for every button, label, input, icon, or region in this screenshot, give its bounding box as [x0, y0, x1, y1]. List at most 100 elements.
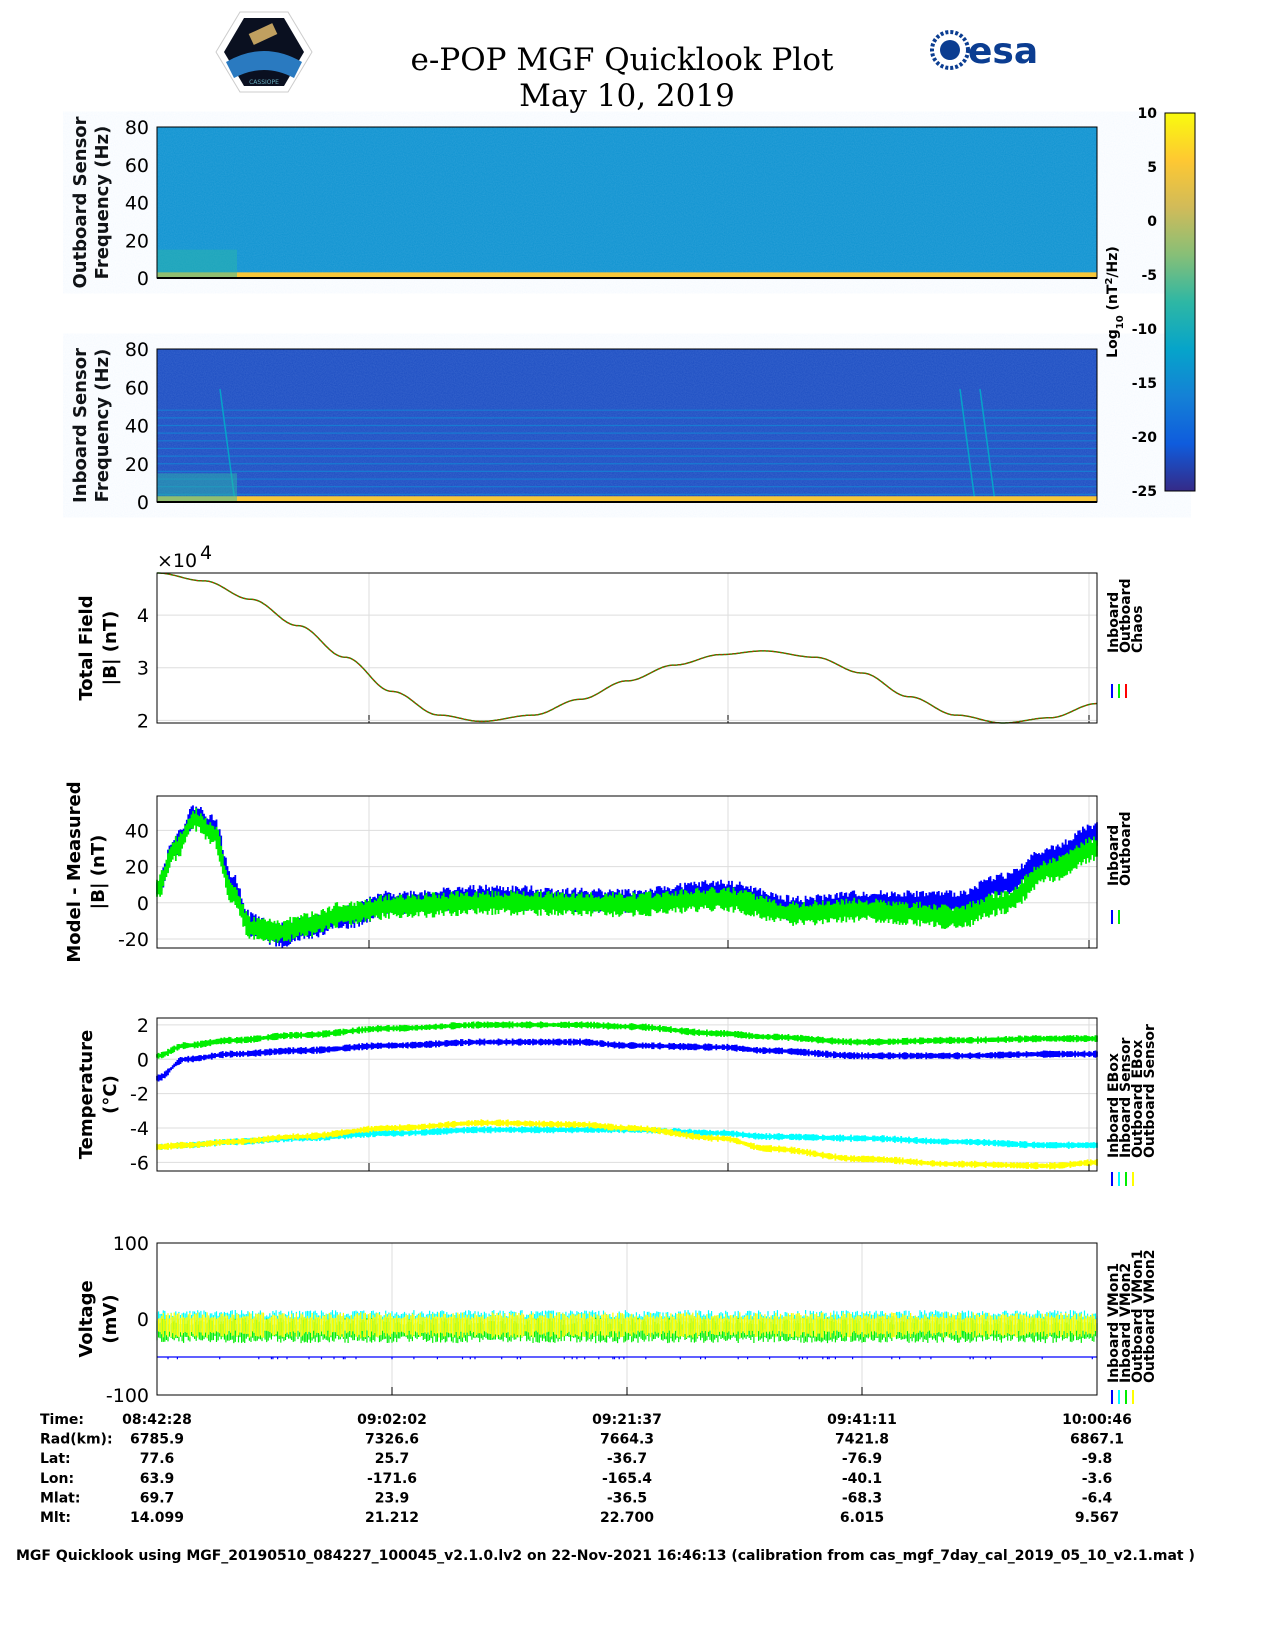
- y-axis-label-units: Frequency (Hz): [92, 126, 113, 280]
- axes-frame: [156, 795, 1098, 949]
- spectral-feature: [959, 388, 976, 503]
- y-tick-label: 0: [137, 268, 149, 290]
- low-frequency-band: [157, 272, 1097, 278]
- spectrogram-noise: [157, 127, 1097, 278]
- plot-title: e-POP MGF Quicklook Plot: [411, 42, 834, 78]
- info-row-label: Lat:: [40, 1451, 71, 1467]
- info-value: 23.9: [375, 1490, 410, 1506]
- svg-text:esa: esa: [968, 31, 1038, 72]
- y-tick-label: 20: [125, 230, 149, 252]
- low-frequency-burst: [157, 249, 237, 278]
- colorbar-tick-label: 0: [1147, 214, 1157, 230]
- temperature-panel: Temperature (°C) 2 0 -2 -4 -6 Inboard EBoxInboa…: [76, 1015, 1158, 1186]
- total-field-panel: Total Field |B| (nT) 432×10 4InboardOutboar…: [76, 542, 1146, 732]
- y-axis-label: Inboard Sensor: [70, 348, 91, 503]
- info-value: 7664.3: [600, 1432, 654, 1448]
- y-tick-label: 20: [125, 857, 149, 879]
- legend-label: Outboard: [1118, 578, 1134, 653]
- info-value: 08:42:28: [122, 1412, 192, 1428]
- y-tick-label: 2: [137, 710, 149, 732]
- legend-label: Outboard EBox: [1130, 1040, 1146, 1158]
- y-axis-label: Model - Measured: [64, 781, 85, 962]
- colorbar-tick-label: 10: [1138, 106, 1158, 122]
- y-axis-label-units: |B| (nT): [88, 835, 109, 910]
- y-tick-label: 20: [125, 454, 149, 476]
- info-value: -40.1: [842, 1471, 882, 1487]
- y-tick-label: -2: [130, 1084, 149, 1106]
- svg-text:CASSIOPE: CASSIOPE: [249, 79, 279, 86]
- info-value: 9.567: [1075, 1510, 1119, 1526]
- y-tick-label: 80: [125, 117, 149, 139]
- colorbar-tick-label: -25: [1132, 484, 1157, 500]
- y-axis-label: Outboard Sensor: [70, 116, 91, 288]
- colorbar-tick-label: -5: [1141, 268, 1157, 284]
- axes-frame: [156, 1242, 1098, 1396]
- low-frequency-burst: [157, 473, 237, 502]
- series-line-chaos: [157, 572, 1098, 724]
- info-value: 09:21:37: [592, 1412, 662, 1428]
- footer-text: MGF Quicklook using MGF_20190510_084227_…: [16, 1548, 1195, 1564]
- y-axis-label: Voltage: [76, 1280, 97, 1357]
- info-value: -76.9: [842, 1451, 882, 1467]
- legend-label: Outboard Sensor: [1142, 1024, 1158, 1158]
- info-value: 63.9: [140, 1471, 175, 1487]
- plot-date: May 10, 2019: [519, 78, 735, 114]
- y-tick-label: 4: [137, 605, 149, 627]
- legend-label: Inboard EBox: [1106, 1053, 1122, 1158]
- cassiope-logo: CASSIOPE: [215, 11, 313, 93]
- legend-label: Outboard VMon1: [1130, 1249, 1146, 1383]
- axes-frame: [156, 572, 1098, 724]
- legend-label: Outboard: [1118, 811, 1134, 886]
- y-tick-label: -6: [130, 1152, 149, 1174]
- exponent-value: 4: [200, 542, 212, 564]
- series-inboard-vmon1: [167, 1357, 1093, 1360]
- y-tick-label: 100: [113, 1233, 149, 1255]
- y-tick-label: 60: [125, 155, 149, 177]
- colorbar-tick-label: -10: [1132, 322, 1158, 338]
- y-tick-label: -100: [106, 1385, 149, 1407]
- info-value: 6785.9: [130, 1432, 184, 1448]
- info-value: -36.5: [607, 1490, 647, 1506]
- info-value: 09:41:11: [827, 1412, 897, 1428]
- voltage-panel: Voltage (mV) 100 0 -100 Inboard VMon1Inboard …: [76, 1233, 1158, 1407]
- info-value: -9.8: [1082, 1451, 1113, 1467]
- axes-box: [156, 572, 1098, 724]
- y-tick-label: 40: [125, 193, 149, 215]
- colorbar-tick-label: 5: [1147, 160, 1157, 176]
- exponent-label: ×10: [157, 550, 197, 572]
- info-value: 77.6: [140, 1451, 175, 1467]
- y-axis-label-units: Frequency (Hz): [92, 349, 113, 503]
- info-row-label: Mlt:: [40, 1510, 71, 1526]
- info-value: -68.3: [842, 1490, 882, 1506]
- model-minus-measured-panel: Model - Measured |B| (nT) 40 20 0 -20 InboardO…: [64, 781, 1134, 962]
- info-value: 21.212: [365, 1510, 419, 1526]
- info-value: -3.6: [1082, 1471, 1113, 1487]
- info-value: 14.099: [130, 1510, 184, 1526]
- y-tick-label: 0: [137, 1049, 149, 1071]
- info-value: 69.7: [140, 1490, 175, 1506]
- spectral-feature: [979, 388, 996, 503]
- legend-label: Inboard VMon1: [1106, 1263, 1122, 1383]
- colorbar: 10 5 0 -5 -10 -15 -20 -25 Log10 (nT2/Hz): [1104, 106, 1196, 500]
- y-tick-label: 2: [137, 1015, 149, 1037]
- outboard-spectrogram-panel: Outboard Sensor Frequency (Hz) 80 60 40 20 0: [70, 116, 1098, 290]
- orbit-info-table: Time: 08:42:28 09:02:02 09:21:37 09:41:11 10:…: [40, 1412, 1132, 1526]
- info-value: -165.4: [602, 1471, 652, 1487]
- info-row-label: Time:: [40, 1412, 84, 1428]
- info-value: -6.4: [1082, 1490, 1113, 1506]
- legend-label: Inboard: [1106, 825, 1122, 886]
- y-tick-label: 40: [125, 416, 149, 438]
- info-row-label: Mlat:: [40, 1490, 80, 1506]
- info-value: 6.015: [840, 1510, 884, 1526]
- colorbar-scale: [1164, 112, 1196, 492]
- y-tick-label: 80: [125, 339, 149, 361]
- inboard-spectrogram-panel: Inboard Sensor Frequency (Hz) 80 60 40 20 0: [70, 339, 1098, 514]
- y-axis-label-units: (mV): [100, 1294, 121, 1343]
- esa-logo: esa: [930, 30, 1038, 72]
- info-value: -36.7: [607, 1451, 647, 1467]
